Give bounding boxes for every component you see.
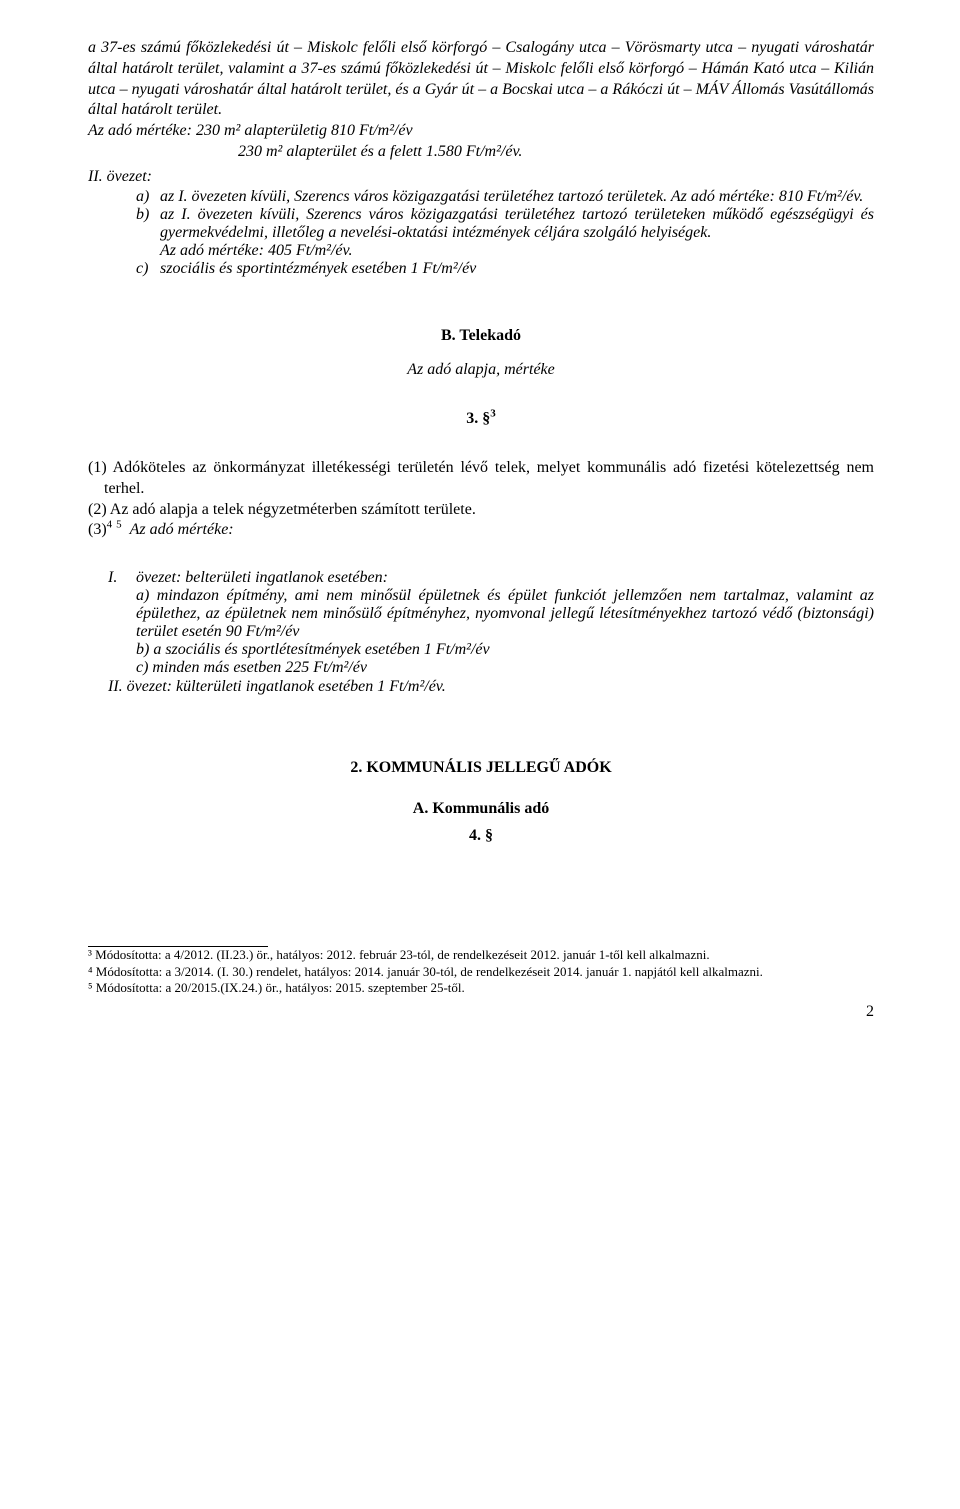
- list-item: c) szociális és sportintézmények esetébe…: [136, 260, 874, 278]
- list-content-a: az I. övezeten kívüli, Szerencs város kö…: [160, 188, 874, 206]
- list-content-b-text: az I. övezeten kívüli, Szerencs város kö…: [160, 206, 874, 241]
- para-2: (2) Az adó alapja a telek négyzetméterbe…: [88, 500, 874, 521]
- page-number: 2: [88, 1002, 874, 1023]
- roman-content-i: övezet: belterületi ingatlanok esetében:…: [136, 569, 874, 677]
- para-3-sup1: 4: [107, 519, 113, 531]
- list-marker-c: c): [136, 260, 160, 278]
- section-num-text: 3. §: [466, 410, 490, 427]
- list-item: a) az I. övezeten kívüli, Szerencs város…: [136, 188, 874, 206]
- roman-list: I. övezet: belterületi ingatlanok esetéb…: [88, 569, 874, 698]
- para-3-sup2: 5: [116, 519, 122, 531]
- roman-i-b: b) a szociális és sportlétesítmények ese…: [136, 641, 490, 658]
- zone-2-label: II. övezet:: [88, 167, 874, 188]
- page-container: a 37-es számú főközlekedési út – Miskolc…: [0, 0, 960, 1509]
- para-3-prefix: (3): [88, 521, 107, 538]
- telekado-section-number: 3. §3: [88, 409, 874, 430]
- section-num-sup: 3: [490, 408, 496, 420]
- para-1: (1) Adóköteles az önkormányzat illetékes…: [88, 458, 874, 500]
- measure-line-1: Az adó mértéke: 230 m² alapterületig 810…: [88, 121, 874, 142]
- kommunalis-title: 2. KOMMUNÁLIS JELLEGŰ ADÓK: [88, 758, 874, 779]
- list-content-c: szociális és sportintézmények esetében 1…: [160, 260, 874, 278]
- para-3-text: Az adó mértéke:: [130, 521, 234, 538]
- telekado-title: B. Telekadó: [88, 326, 874, 347]
- top-paragraph: a 37-es számú főközlekedési út – Miskolc…: [88, 38, 874, 121]
- roman-i-head: övezet: belterületi ingatlanok esetében:: [136, 569, 388, 586]
- measure-line-2: 230 m² alapterület és a felett 1.580 Ft/…: [88, 142, 874, 163]
- list-marker-a: a): [136, 188, 160, 206]
- kommunalis-subtitle: A. Kommunális adó: [88, 799, 874, 820]
- kommunalis-section-number: 4. §: [88, 826, 874, 847]
- roman-marker-i: I.: [108, 569, 136, 677]
- footnote-3: ³ Módosította: a 4/2012. (II.23.) ör., h…: [88, 947, 874, 963]
- roman-item-ii: II. övezet: külterületi ingatlanok eseté…: [108, 677, 874, 698]
- telekado-paragraphs: (1) Adóköteles az önkormányzat illetékes…: [88, 458, 874, 541]
- roman-i-a: a) mindazon építmény, ami nem minősül ép…: [136, 587, 874, 640]
- list-content-b-text2: Az adó mértéke: 405 Ft/m²/év.: [160, 242, 352, 259]
- telekado-subtitle: Az adó alapja, mértéke: [88, 360, 874, 381]
- footnote-4: ⁴ Módosította: a 3/2014. (I. 30.) rendel…: [88, 964, 874, 980]
- list-item: b) az I. övezeten kívüli, Szerencs város…: [136, 206, 874, 260]
- footnote-5: ⁵ Módosította: a 20/2015.(IX.24.) ör., h…: [88, 980, 874, 996]
- zone-2-list: a) az I. övezeten kívüli, Szerencs város…: [88, 188, 874, 278]
- roman-i-c: c) minden más esetben 225 Ft/m²/év: [136, 659, 367, 676]
- list-marker-b: b): [136, 206, 160, 260]
- roman-item-i: I. övezet: belterületi ingatlanok esetéb…: [108, 569, 874, 677]
- para-3: (3)4 5 Az adó mértéke:: [88, 520, 874, 541]
- list-content-b: az I. övezeten kívüli, Szerencs város kö…: [160, 206, 874, 260]
